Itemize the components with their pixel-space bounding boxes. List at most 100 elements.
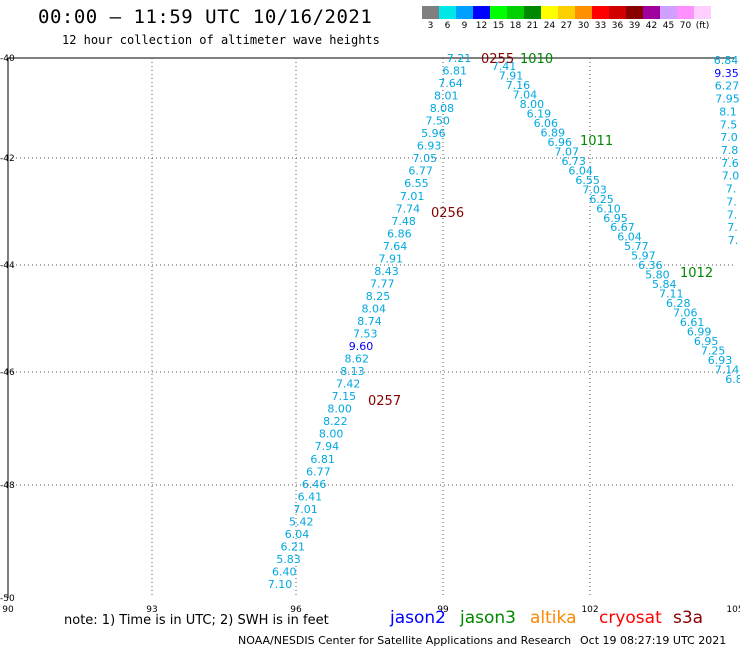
wave-height-left-track: 8.25 xyxy=(366,290,391,303)
colorbar-label: 33 xyxy=(594,21,607,31)
wave-height-left-track: 7.64 xyxy=(438,77,463,90)
wave-height-left-track: 6.40 xyxy=(272,565,297,578)
colorbar-label: 12 xyxy=(475,21,488,31)
colorbar-label: 27 xyxy=(560,21,573,31)
colorbar-label: 39 xyxy=(628,21,641,31)
colorbar xyxy=(422,6,711,19)
wave-height-right-track: 7.14 xyxy=(715,364,740,377)
wave-height-edge-track: 7.5 xyxy=(720,118,738,131)
wave-height-left-track: 7.94 xyxy=(315,440,340,453)
wave-height-right-track: 6.55 xyxy=(575,174,600,187)
wave-height-right-track: 6.89 xyxy=(541,126,566,139)
wave-height-left-track: 7.53 xyxy=(353,328,378,341)
wave-height-left-track: 8.43 xyxy=(374,265,399,278)
colorbar-swatch xyxy=(507,6,524,19)
colorbar-label: 21 xyxy=(526,21,539,31)
wave-height-right-track: 7.41 xyxy=(492,60,517,73)
map-title: 00:00 – 11:59 UTC 10/16/2021 xyxy=(38,6,373,28)
wave-height-left-track: 8.62 xyxy=(344,353,369,366)
satellite-cryosat: cryosat xyxy=(599,608,662,628)
wave-height-edge-track: 8.1 xyxy=(719,105,737,118)
wave-height-edge-track: 7. xyxy=(726,195,737,208)
wave-height-left-track: 5.42 xyxy=(289,515,314,528)
time-label-1010: 1010 xyxy=(520,52,553,67)
colorbar-swatch xyxy=(592,6,609,19)
x-tick-label: 96 xyxy=(290,605,302,615)
wave-height-edge-track: 7. xyxy=(728,234,739,247)
wave-height-left-track: 7.42 xyxy=(336,378,361,391)
wave-height-right-track: 7.25 xyxy=(701,345,726,358)
wave-height-left-track: 6.77 xyxy=(408,165,433,178)
wave-height-right-track: 6.06 xyxy=(534,117,559,130)
satellite-jason2: jason2 xyxy=(390,608,446,628)
wave-height-left-track: 6.04 xyxy=(285,528,310,541)
wave-height-edge-track: 7.0 xyxy=(722,170,740,183)
wave-height-right-track: 6.04 xyxy=(568,164,593,177)
colorbar-swatch xyxy=(694,6,711,19)
wave-height-right-track: 8.00 xyxy=(520,98,545,111)
wave-height-edge-track: 6.84 xyxy=(714,54,739,67)
wave-height-right-track: 7.03 xyxy=(582,183,607,196)
colorbar-swatch xyxy=(456,6,473,19)
wave-height-left-track: 8.00 xyxy=(319,428,344,441)
colorbar-label: 15 xyxy=(492,21,505,31)
wave-height-right-track: 6.36 xyxy=(638,259,663,272)
wave-height-right-track: 6.8 xyxy=(725,373,740,386)
wave-height-right-track: 6.73 xyxy=(561,155,586,168)
units-note: note: 1) Time is in UTC; 2) SWH is in fe… xyxy=(64,613,329,628)
colorbar-swatch xyxy=(541,6,558,19)
x-tick-label: 99 xyxy=(437,605,449,615)
colorbar-swatch xyxy=(473,6,490,19)
wave-height-left-track: 8.08 xyxy=(430,102,455,115)
time-label-0256: 0256 xyxy=(431,206,464,221)
wave-height-edge-track: 7.8 xyxy=(721,144,739,157)
time-label-0257: 0257 xyxy=(368,394,401,409)
wave-height-right-track: 6.10 xyxy=(596,202,621,215)
colorbar-label: 3 xyxy=(427,21,434,31)
colorbar-labels: 3 6 9 12 15 18 21 24 27 30 33 36 39 42 45 70 (ft) xyxy=(422,21,711,31)
wave-height-left-track: 6.81 xyxy=(442,65,467,78)
wave-height-right-track: 6.19 xyxy=(527,107,552,120)
map-subtitle: 12 hour collection of altimeter wave hei… xyxy=(62,33,380,47)
wave-height-edge-track: 7. xyxy=(727,208,738,221)
wave-height-left-track: 6.81 xyxy=(310,453,335,466)
satellite-s3a: s3a xyxy=(673,608,704,628)
colorbar-label: 36 xyxy=(611,21,624,31)
wave-height-left-track: 7.64 xyxy=(383,240,408,253)
colorbar-swatch xyxy=(439,6,456,19)
wave-height-right-track: 5.80 xyxy=(645,269,670,282)
wave-height-left-track: 7.15 xyxy=(332,390,357,403)
colorbar-swatch xyxy=(626,6,643,19)
wave-height-left-track: 8.22 xyxy=(323,415,348,428)
wave-height-right-track: 7.06 xyxy=(673,307,698,320)
colorbar-label: 42 xyxy=(645,21,658,31)
colorbar-swatch xyxy=(643,6,660,19)
wave-height-right-track: 6.93 xyxy=(708,354,733,367)
credit-text: NOAA/NESDIS Center for Satellite Applica… xyxy=(238,634,572,647)
y-tick-label: -42 xyxy=(0,154,15,164)
colorbar-label: 9 xyxy=(461,21,468,31)
wave-height-right-track: 6.61 xyxy=(680,316,705,329)
time-label-0255: 0255 xyxy=(481,52,514,67)
wave-height-right-track: 7.16 xyxy=(506,79,531,92)
wave-height-left-track: 7.10 xyxy=(268,578,293,591)
colorbar-label: 6 xyxy=(444,21,451,31)
colorbar-swatch xyxy=(490,6,507,19)
satellite-altika: altika xyxy=(530,608,577,628)
wave-height-edge-track: 7.6 xyxy=(721,157,739,170)
wave-height-left-track: 6.55 xyxy=(404,177,429,190)
wave-height-left-track: 8.01 xyxy=(434,90,459,103)
wave-height-left-track: 5.83 xyxy=(276,553,301,566)
wave-height-left-track: 7.91 xyxy=(379,252,404,265)
wave-height-left-track: 7.21 xyxy=(447,52,472,65)
wave-height-right-track: 6.28 xyxy=(666,297,691,310)
wave-height-left-track: 9.60 xyxy=(349,340,374,353)
y-tick-label: -46 xyxy=(0,368,15,378)
x-tick-label: 105 xyxy=(726,605,740,615)
wave-height-left-track: 6.21 xyxy=(281,540,306,553)
satellite-jason3: jason3 xyxy=(460,608,516,628)
colorbar-swatch xyxy=(677,6,694,19)
wave-height-right-track: 5.84 xyxy=(652,278,677,291)
time-label-1011: 1011 xyxy=(580,134,613,149)
wave-height-right-track: 7.07 xyxy=(554,145,579,158)
